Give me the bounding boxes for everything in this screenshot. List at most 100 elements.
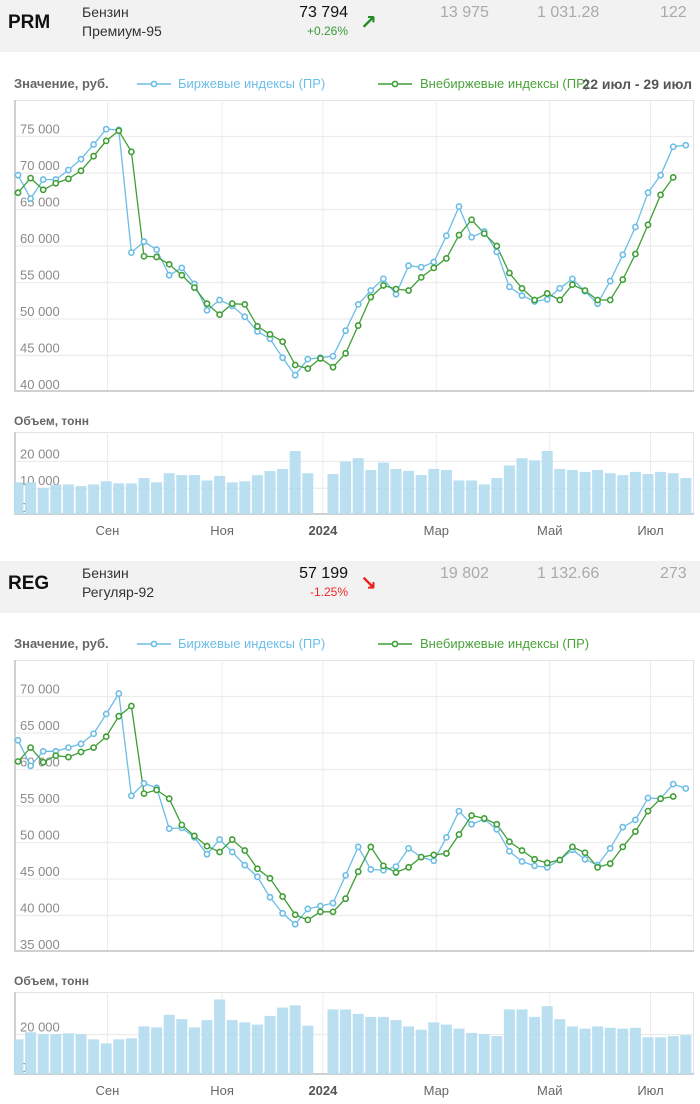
volume-bar [176,475,188,514]
volume-bar [251,1024,263,1074]
exchange-series-point [65,744,72,751]
volume-bar [529,460,541,514]
otc-series-point [644,221,652,229]
otc-series-point [430,264,438,272]
volume-bar [188,475,200,514]
volume-bar [478,484,490,514]
volume-bar [541,1006,553,1074]
volume-bar [491,1036,503,1074]
otc-series-point [291,361,299,369]
volume-bar [302,473,314,514]
otc-series-point [216,848,223,856]
exchange-series-point [165,825,173,833]
volume-bar [277,468,289,514]
y-tick-label: 55 000 [20,791,60,806]
exchange-series-point [632,223,639,231]
exchange-series-point [266,893,274,901]
volume-bar [403,470,415,514]
otc-series-point [669,793,677,800]
exchange-series-point [203,850,211,858]
otc-series-point [316,908,324,916]
exchange-series-point [505,283,513,291]
volume-bar [503,1009,515,1074]
volume-bar [440,470,452,514]
y-tick-label: 35 000 [20,937,60,952]
exchange-series-point [556,284,564,292]
otc-series-point [455,831,463,838]
otc-series-point [65,175,72,183]
otc-series-point [190,832,198,840]
month-tick-label: Ноя [210,523,234,538]
volume-bar [390,1020,402,1074]
arrow-down-icon: ↘ [360,573,377,595]
price-chart-prm[interactable]: 40 000 45 000 50 000 55 000 60 000 65 000 70 0… [14,100,694,392]
otc-series-point [505,269,513,277]
volume-bar [629,471,641,514]
volume-bar [642,1037,654,1074]
otc-series-point [518,847,526,854]
y-tick-label: 45 000 [20,864,60,879]
otc-series-point [480,815,488,822]
otc-series-marker-icon [378,80,412,88]
otc-series-point [102,137,110,145]
exchange-series-point [316,902,324,910]
chart-legend-prm: Значение, руб. Биржевые индексы (ПР) Вне… [14,76,700,94]
legend-item-otc[interactable]: Внебиржевые индексы (ПР) [420,636,590,651]
otc-series-point [531,855,538,863]
otc-series-point [468,216,475,224]
otc-series-point [304,365,312,373]
legend-item-exchange[interactable]: Биржевые индексы (ПР) [178,636,326,651]
otc-series-point [632,250,639,258]
volume-bar [655,1037,667,1074]
exchange-series-point [455,203,463,210]
otc-series-point [669,173,677,181]
exchange-series-point [329,352,337,360]
otc-series-point [253,865,261,873]
instrument-row-prm[interactable]: PRM Бензин Премиум-95 73 794 +0.26% ↗ 13… [0,0,700,52]
otc-series-point [39,186,47,194]
exchange-series-point [619,251,627,259]
legend-item-exchange[interactable]: Биржевые индексы (ПР) [178,76,326,91]
otc-series-point [90,744,97,751]
column-value-2: 1 031.28 [537,4,600,21]
otc-series-point [569,843,576,851]
exchange-series-point [178,264,186,272]
volume-bar [25,1032,37,1074]
otc-series-point [266,874,274,882]
volume-chart-reg[interactable]: 0 20 000 [14,992,694,1075]
month-axis-reg: Сен Ноя 2024 Мар Май Июл [0,1083,700,1101]
volume-bar [138,478,150,514]
exchange-series-point [606,844,614,852]
volume-bar [176,1019,188,1074]
volume-bar [428,468,440,514]
y-tick-label: 65 000 [20,195,60,210]
volume-bar [25,482,37,514]
volume-bar [554,1019,566,1074]
otc-series-point [228,300,236,308]
otc-series-point [594,863,601,871]
otc-series-point [203,300,211,308]
volume-bar [239,1022,251,1074]
volume-bar [75,486,87,514]
month-tick-label: Май [536,1083,563,1098]
legend-item-otc[interactable]: Внебиржевые индексы (ПР) [420,76,590,91]
exchange-series-point [632,816,639,824]
volume-bar [327,474,339,514]
instrument-row-reg[interactable]: REG Бензин Регуляр-92 57 199 -1.25% ↘ 19… [0,561,700,613]
volume-bar [365,470,377,514]
exchange-series-point [531,862,538,870]
volume-bar [264,1015,276,1074]
y-tick-label: 0 [20,500,27,515]
month-tick-label: Мар [423,1083,450,1098]
price-change: -1.25% [309,585,348,599]
otc-series-point [52,752,60,760]
volume-bar [415,475,427,514]
otc-series-point [442,850,450,857]
volume-bar [277,1007,289,1074]
y-tick-label: 20 000 [20,446,60,461]
otc-series-point [253,322,261,330]
otc-series-point [128,148,135,156]
otc-series-point [128,702,135,710]
